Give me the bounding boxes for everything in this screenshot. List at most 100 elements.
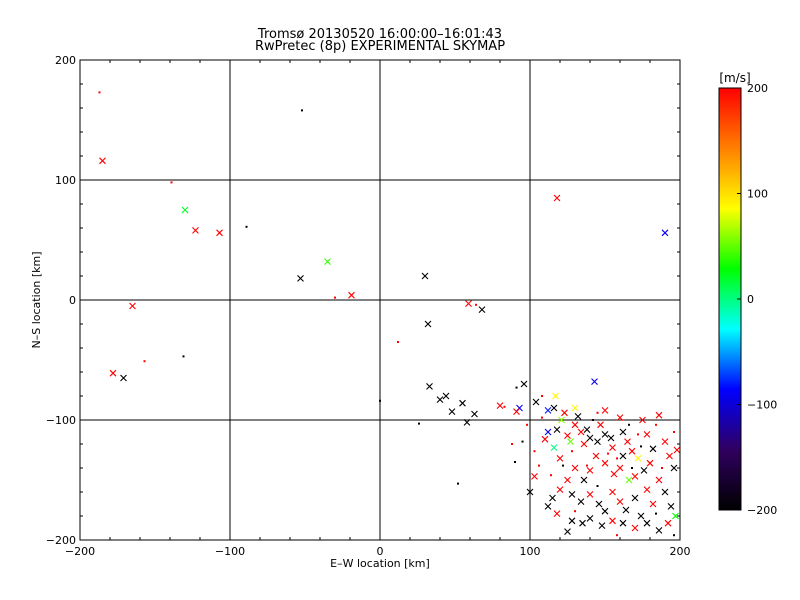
color-bar-unit-label: [m/s]	[719, 71, 750, 85]
data-points	[98, 91, 681, 537]
data-point-cross	[634, 455, 642, 462]
data-point-cross	[520, 380, 528, 388]
data-point-cross	[571, 404, 579, 412]
data-point-cross	[643, 486, 651, 493]
data-point-cross	[571, 421, 579, 429]
data-point-dot	[334, 296, 336, 299]
data-point-cross	[586, 491, 594, 498]
data-point-cross	[609, 517, 616, 525]
data-point-cross	[568, 491, 576, 498]
data-point-cross	[531, 473, 538, 480]
data-point-cross	[324, 258, 331, 265]
data-point-dot	[592, 419, 594, 421]
data-point-cross	[553, 510, 561, 517]
data-point-cross	[424, 320, 432, 328]
x-tick-label: 200	[670, 545, 691, 558]
data-point-cross	[568, 517, 576, 525]
data-point-cross	[601, 431, 609, 438]
data-point-cross	[496, 402, 504, 409]
data-point-cross	[595, 500, 603, 508]
data-point-cross	[591, 378, 598, 385]
data-point-dot	[397, 341, 399, 343]
data-point-cross	[553, 426, 561, 433]
data-point-cross	[631, 524, 639, 532]
data-point-cross	[601, 407, 609, 414]
data-point-cross	[639, 416, 646, 424]
data-point-cross	[661, 488, 669, 496]
data-point-cross	[553, 194, 561, 202]
data-point-cross	[109, 369, 117, 377]
data-point-cross	[601, 459, 609, 467]
data-point-cross	[532, 398, 540, 406]
data-point-cross	[544, 428, 552, 436]
plot-axes: −200 −100 0 100 200 −200 −100 0 100 200	[46, 54, 691, 558]
data-point-dot	[521, 440, 524, 443]
data-point-cross	[465, 300, 472, 307]
data-point-cross	[586, 515, 594, 522]
data-point-cross	[463, 419, 471, 426]
data-point-cross	[513, 408, 520, 415]
data-point-cross	[619, 452, 627, 460]
data-point-dot	[379, 399, 381, 402]
data-point-cross	[192, 227, 199, 234]
data-point-cross	[556, 486, 564, 493]
data-point-dot	[616, 534, 618, 537]
data-point-dot	[514, 461, 516, 463]
data-point-cross	[544, 503, 552, 510]
color-scale-bar: −200 −100 0 100 200[m/s]	[718, 71, 777, 517]
data-point-cross	[598, 522, 606, 529]
data-point-dot	[541, 395, 543, 397]
data-point-cross	[619, 519, 627, 527]
data-point-cross	[564, 476, 571, 484]
data-point-cross	[577, 428, 585, 436]
data-point-cross	[421, 272, 429, 280]
x-tick-label: −100	[215, 545, 245, 558]
data-point-cross	[616, 414, 624, 421]
data-point-cross	[297, 275, 304, 282]
color-bar-tick-label: 100	[747, 188, 768, 201]
y-axis-label: N–S location [km]	[30, 251, 43, 348]
data-point-dot	[640, 445, 642, 448]
data-point-dot	[655, 512, 657, 515]
y-tick-label: 100	[55, 174, 76, 187]
y-tick-label: 0	[69, 294, 76, 307]
data-point-cross	[619, 428, 627, 436]
data-point-cross	[594, 438, 601, 445]
data-point-dot	[637, 433, 639, 436]
data-point-cross	[120, 374, 127, 382]
data-point-cross	[564, 528, 571, 535]
data-point-cross	[577, 498, 585, 505]
x-tick-label: −200	[65, 545, 95, 558]
data-point-dot	[586, 464, 588, 467]
data-point-cross	[544, 407, 552, 414]
data-point-cross	[624, 438, 631, 445]
y-tick-label: 200	[55, 54, 76, 67]
data-point-dot	[550, 474, 552, 477]
data-point-dot	[673, 431, 675, 433]
x-tick-label: 0	[377, 545, 384, 558]
data-point-cross	[655, 476, 663, 484]
data-point-dot	[596, 485, 599, 487]
data-point-cross	[610, 470, 618, 478]
data-point-cross	[526, 488, 534, 496]
data-point-cross	[643, 519, 651, 527]
data-point-cross	[628, 447, 636, 455]
data-point-dot	[655, 423, 657, 426]
data-point-cross	[661, 438, 669, 445]
data-point-cross	[579, 519, 586, 527]
data-point-dot	[616, 457, 618, 460]
data-point-cross	[478, 306, 486, 313]
data-point-cross	[549, 494, 556, 502]
data-point-cross	[580, 476, 588, 484]
x-axis-label: E–W location [km]	[330, 557, 430, 570]
data-point-dot	[533, 450, 536, 453]
data-point-cross	[664, 519, 672, 527]
data-point-cross	[673, 446, 681, 454]
data-point-cross	[670, 464, 678, 472]
data-point-cross	[609, 488, 616, 496]
color-bar-tick-label: 200	[747, 82, 768, 95]
data-point-dot	[596, 411, 599, 414]
data-point-cross	[448, 408, 456, 415]
data-point-dot	[673, 534, 675, 537]
